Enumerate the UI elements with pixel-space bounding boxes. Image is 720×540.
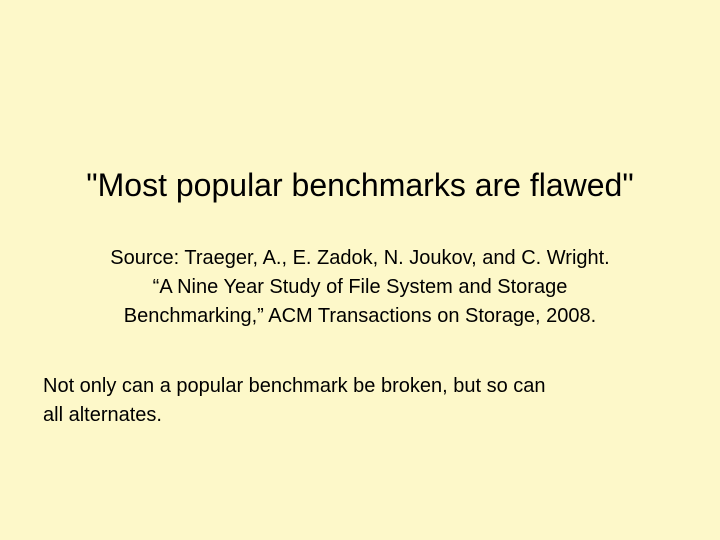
source-line: Benchmarking,” ACM Transactions on Stora…: [123, 305, 597, 327]
body-text-line: all alternates.: [43, 404, 162, 426]
source-line: “A Nine Year Study of File System and St…: [152, 276, 568, 298]
slide-title: "Most popular benchmarks are flawed": [86, 167, 634, 203]
source-line: Source: Traeger, A., E. Zadok, N. Joukov…: [110, 247, 610, 269]
body-text-line: Not only can a popular benchmark be brok…: [43, 375, 546, 397]
source-citation: Source: Traeger, A., E. Zadok, N. Joukov…: [20, 244, 700, 331]
body-text: Not only can a popular benchmark be brok…: [43, 372, 693, 430]
